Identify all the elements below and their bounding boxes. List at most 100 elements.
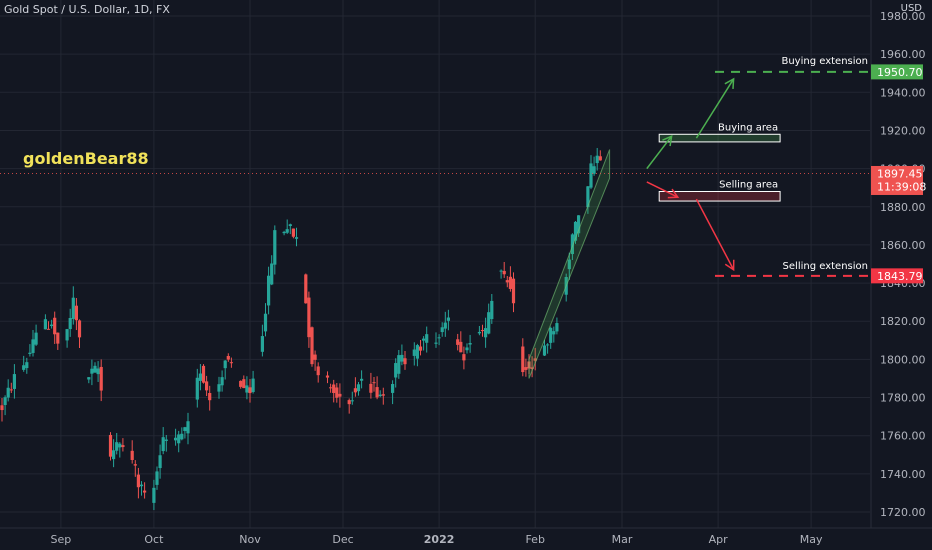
candle-body: [136, 474, 140, 488]
candle-body: [220, 377, 224, 386]
candle-body: [484, 328, 488, 338]
y-tick-label: 1860.00: [880, 239, 926, 252]
candle-body: [394, 363, 398, 378]
candle-body: [118, 443, 122, 448]
candle-body: [161, 437, 165, 452]
candle-body: [459, 341, 463, 353]
candle-body: [115, 442, 119, 451]
candle-body: [12, 374, 16, 389]
candle-body: [74, 305, 78, 321]
buy-projection-leg1: [646, 135, 673, 170]
sell-arrowhead-2: [724, 259, 735, 272]
x-tick-label: Apr: [709, 533, 729, 546]
x-tick-label: Dec: [332, 533, 353, 546]
candle-body: [3, 397, 7, 406]
candle-body: [208, 393, 212, 401]
y-tick-label: 1780.00: [880, 392, 926, 405]
candle-body: [511, 278, 516, 304]
candle-body: [372, 382, 376, 384]
candle-body: [440, 327, 444, 333]
candle-body: [592, 166, 596, 174]
candle-body: [422, 338, 426, 341]
countdown-tag: 11:39:08: [877, 180, 926, 193]
rising-channel: [528, 149, 611, 379]
candle-body: [391, 384, 395, 393]
candle-body: [183, 427, 187, 431]
y-tick-label: 1880.00: [880, 201, 926, 214]
candle-body: [143, 490, 147, 493]
x-tick-label: May: [800, 533, 823, 546]
selling-area-box: [658, 191, 781, 202]
candle-body: [77, 320, 82, 338]
candle-body: [205, 381, 209, 391]
candle-body: [502, 270, 506, 275]
candle-body: [555, 323, 559, 332]
candle-body: [68, 318, 72, 330]
candle-body: [397, 355, 401, 374]
candle-body: [6, 387, 10, 398]
candle-body: [425, 334, 429, 343]
buying-extension-tag-bg: [871, 64, 923, 80]
candle-body: [158, 455, 162, 469]
candle-body: [369, 383, 373, 393]
candle-body: [152, 487, 156, 503]
buy-projection-leg2: [695, 78, 735, 139]
candle-body: [573, 221, 578, 241]
candle-body: [598, 156, 602, 161]
x-tick-label: Nov: [239, 533, 261, 546]
selling-extension-tag: 1843.79: [877, 270, 923, 283]
candle-body: [313, 354, 317, 360]
candle-body: [490, 300, 494, 320]
sell-arrowhead-1: [667, 188, 680, 199]
candle-body: [180, 433, 184, 440]
candle-body: [22, 365, 26, 370]
y-tick-label: 1920.00: [880, 124, 926, 137]
candle-body: [96, 368, 100, 375]
candle-body: [462, 354, 466, 361]
y-tick-label: 1720.00: [880, 506, 926, 519]
candle-body: [434, 342, 438, 344]
candle-body: [71, 297, 75, 319]
candle-body: [499, 270, 503, 272]
candle-body: [285, 229, 289, 233]
candle-body: [50, 324, 54, 327]
sell-projection-leg1: [646, 181, 679, 198]
candle-body: [577, 215, 581, 234]
selling-area-label: Selling area: [719, 180, 778, 191]
buying-extension-label: Buying extension: [781, 56, 868, 67]
candle-body: [586, 186, 590, 208]
y-tick-label: 1740.00: [880, 468, 926, 481]
candle-body: [130, 450, 134, 460]
candle-body: [477, 331, 481, 334]
candle-body: [245, 385, 249, 393]
candle-body: [443, 322, 447, 329]
candle-body: [56, 332, 60, 344]
buying-area-box: [658, 133, 781, 143]
author-watermark: goldenBear88: [23, 149, 149, 168]
buying-extension-tag: 1950.70: [877, 66, 923, 79]
candle-body: [329, 387, 333, 389]
currency-label[interactable]: USD: [900, 3, 922, 14]
candle-body: [93, 365, 97, 373]
candle-body: [248, 387, 252, 394]
y-tick-label: 1980.00: [880, 10, 926, 23]
candle-body: [415, 345, 419, 359]
candle-body: [465, 347, 469, 351]
candle-body: [524, 367, 528, 370]
candle-body: [195, 377, 199, 400]
symbol-title[interactable]: Gold Spot / U.S. Dollar, 1D, FX: [4, 3, 170, 16]
candle-body: [121, 445, 125, 448]
candle-body: [304, 274, 308, 304]
x-tick-label: 2022: [424, 533, 455, 546]
candle-body: [375, 387, 379, 398]
candle-body: [174, 437, 178, 441]
y-tick-label: 1760.00: [880, 430, 926, 443]
candle-body: [9, 389, 13, 391]
candle-body: [25, 362, 29, 369]
buy-arrowhead-1: [662, 134, 673, 147]
candle-body: [155, 471, 159, 485]
candle-body: [242, 379, 246, 389]
current-price-tag-bg: [871, 165, 923, 195]
candle-body: [282, 231, 286, 234]
